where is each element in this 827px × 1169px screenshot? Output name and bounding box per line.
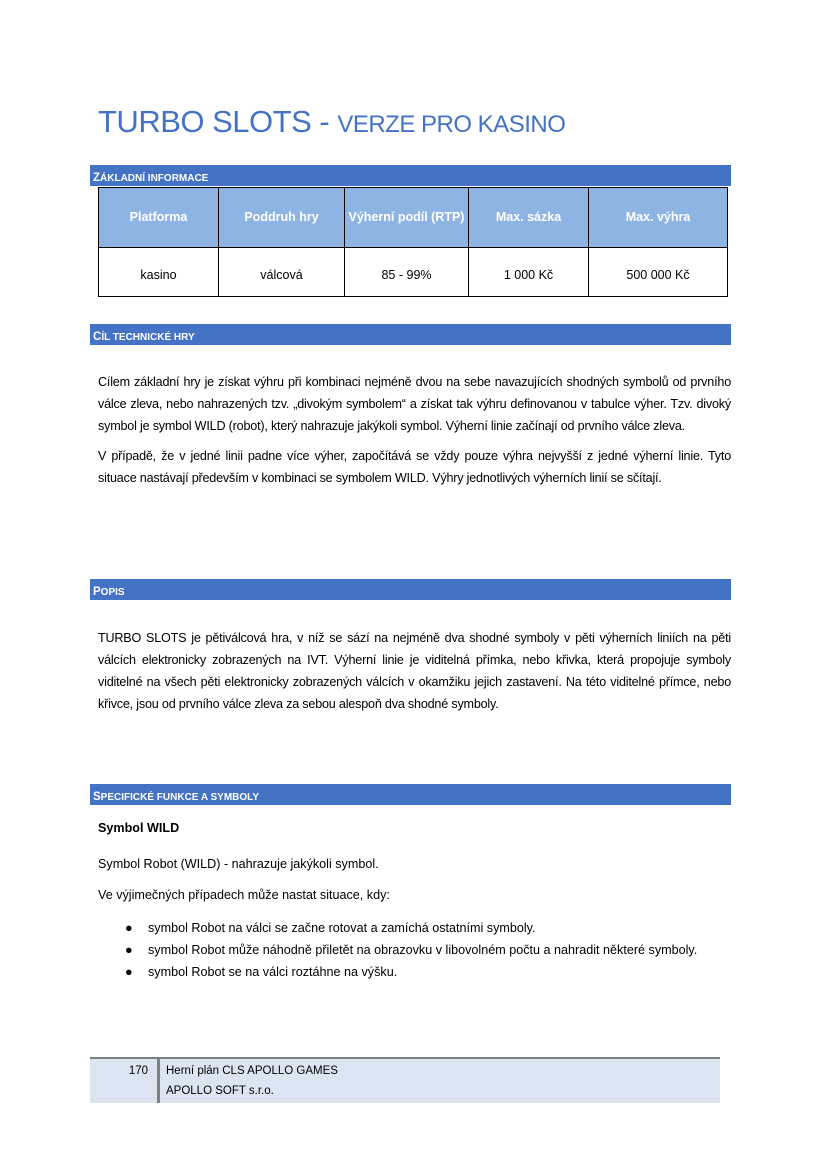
header-rtp: Výherní podíl (RTP) <box>344 187 469 248</box>
list-item: ● symbol Robot se na válci roztáhne na vý… <box>125 961 768 983</box>
section-initial: Z <box>93 172 101 184</box>
section-bar-description: Popis <box>90 579 731 600</box>
footer-divider <box>157 1059 160 1103</box>
cell-platform: kasino <box>98 247 219 297</box>
list-item-text: symbol Robot se na válci roztáhne na výš… <box>148 965 398 979</box>
page-footer: 170 Herní plán CLS APOLLO GAMES APOLLO S… <box>90 1057 720 1103</box>
goal-text: Cílem základní hry je získat výhru při k… <box>98 371 731 497</box>
header-platform: Platforma <box>98 187 219 248</box>
goal-paragraph-2: V případě, že v jedné linii padne více v… <box>98 449 731 485</box>
header-max-bet: Max. sázka <box>468 187 589 248</box>
wild-situations-intro: Ve výjimečných případech může nastat sit… <box>98 888 390 902</box>
list-item: ● symbol Robot na válci se začne rotovat … <box>125 917 768 939</box>
section-title: ákladní informace <box>100 173 209 184</box>
cell-max-win: 500 000 Kč <box>588 247 728 297</box>
section-bar-goal: Cíl technické hry <box>90 324 731 345</box>
description-text: TURBO SLOTS je pětiválcová hra, v níž se… <box>98 627 731 723</box>
list-item-text: symbol Robot na válci se začne rotovat a… <box>148 921 536 935</box>
cell-rtp: 85 - 99% <box>344 247 469 297</box>
title-main: TURBO SLOTS - <box>98 104 338 139</box>
bullet-icon: ● <box>125 921 133 935</box>
footer-company: APOLLO SOFT s.r.o. <box>166 1085 274 1097</box>
page-number: 170 <box>128 1065 148 1077</box>
description-paragraph: TURBO SLOTS je pětiválcová hra, v níž se… <box>98 631 731 711</box>
wild-situations-list: ● symbol Robot na válci se začne rotovat … <box>98 917 768 983</box>
cell-max-bet: 1 000 Kč <box>468 247 589 297</box>
header-max-win: Max. výhra <box>588 187 728 248</box>
footer-document-title: Herní plán CLS APOLLO GAMES <box>166 1065 338 1077</box>
basic-info-table: Platforma Poddruh hry Výherní podíl (RTP… <box>98 187 728 297</box>
section-title: íl technické hry <box>101 332 195 343</box>
section-bar-basic-info: Základní informace <box>90 165 731 186</box>
section-title: pecifické funkce a symboly <box>100 792 260 803</box>
page-title: TURBO SLOTS - VERZE PRO KASINO <box>98 104 566 140</box>
section-initial: S <box>93 791 101 803</box>
section-bar-features: Specifické funkce a symboly <box>90 784 731 805</box>
title-sub: VERZE PRO KASINO <box>337 111 566 138</box>
table-row: kasino válcová 85 - 99% 1 000 Kč 500 000… <box>98 247 728 297</box>
wild-description: Symbol Robot (WILD) - nahrazuje jakýkoli… <box>98 857 379 871</box>
list-item: ● symbol Robot může náhodně přiletět na o… <box>125 939 768 961</box>
header-subtype: Poddruh hry <box>218 187 345 248</box>
section-title: opis <box>100 587 125 598</box>
section-initial: C <box>93 331 102 343</box>
cell-subtype: válcová <box>218 247 345 297</box>
goal-paragraph-1: Cílem základní hry je získat výhru při k… <box>98 375 731 433</box>
list-item-text: symbol Robot může náhodně přiletět na ob… <box>148 943 698 957</box>
bullet-icon: ● <box>125 965 133 979</box>
bullet-icon: ● <box>125 943 133 957</box>
table-header-row: Platforma Poddruh hry Výherní podíl (RTP… <box>98 187 728 248</box>
wild-heading: Symbol WILD <box>98 821 180 835</box>
section-initial: P <box>93 586 101 598</box>
